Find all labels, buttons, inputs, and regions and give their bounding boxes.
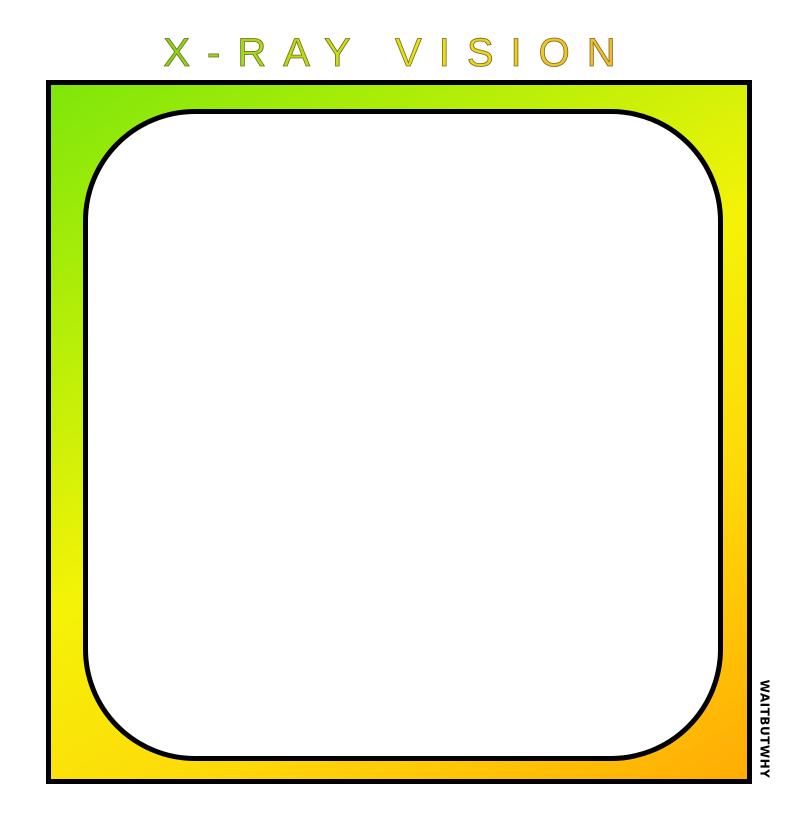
xray-frame [46,80,752,784]
title-text: X-RAY VISION [163,31,632,75]
watermark: WAITBUTWHY [752,670,776,788]
xray-viewport-window [83,109,723,761]
page-title: X-RAY VISION [163,31,632,76]
watermark-text: WAITBUTWHY [757,679,771,779]
